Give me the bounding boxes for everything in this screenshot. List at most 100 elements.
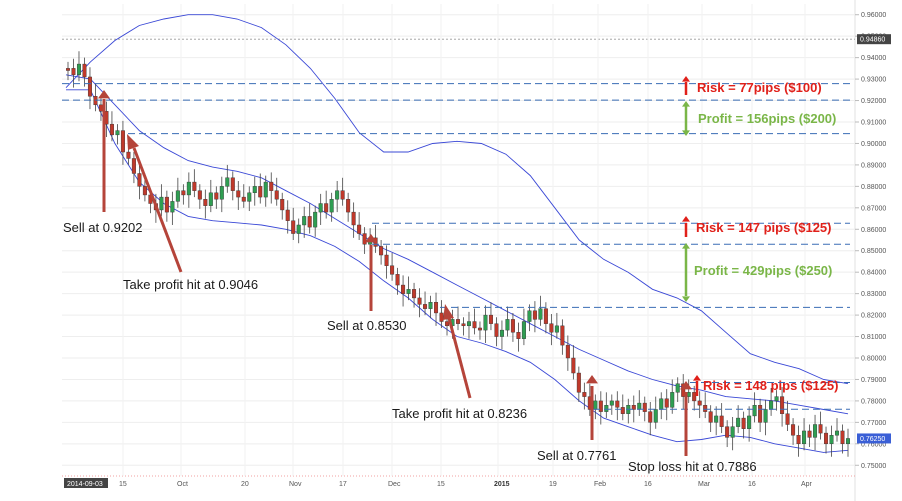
candle-body (510, 319, 515, 333)
grid-lines (62, 0, 856, 501)
x-tick-label: Mar (698, 481, 711, 488)
sell-arrow-3-head (586, 375, 598, 384)
y-tick-label: 0.96000 (861, 12, 886, 19)
candle-body (483, 314, 488, 331)
price-tag-label: 0.76250 (860, 436, 885, 443)
y-tick-label: 0.85000 (861, 248, 886, 255)
candle-body (241, 196, 246, 202)
candle-body (296, 224, 301, 234)
candle-body (807, 430, 812, 438)
candle-body (318, 203, 323, 213)
candle-body (708, 411, 713, 423)
candle-body (560, 325, 565, 346)
y-tick-label: 0.83000 (861, 291, 886, 298)
x-tick-label: Feb (594, 481, 606, 488)
candle-body (692, 392, 697, 402)
profit-arrow-2-head-bottom (682, 296, 690, 302)
candle-body (796, 435, 801, 445)
candle-body (445, 321, 450, 327)
candle-body (87, 76, 92, 97)
x-tick-label: 20 (241, 481, 249, 488)
candle-body (98, 104, 103, 112)
candle-body (653, 409, 658, 423)
candle-body (390, 265, 395, 275)
candle-body (214, 192, 219, 200)
candle-body (521, 321, 526, 339)
candle-body (637, 402, 642, 410)
candle-body (598, 400, 603, 412)
y-tick-label: 0.93000 (861, 77, 886, 84)
candle-body (681, 383, 686, 397)
candle-body (82, 63, 87, 78)
candle-body (379, 246, 384, 256)
candle-body (791, 424, 796, 436)
candle-body (65, 68, 70, 71)
profit-arrow-1-head-bottom (682, 130, 690, 136)
y-tick-label: 0.89000 (861, 162, 886, 169)
x-tick-label: 2014-09-03 (67, 481, 103, 488)
candle-body (703, 405, 708, 412)
candle-body (664, 398, 669, 408)
profit-label-1: Profit = 156pips ($200) (698, 111, 836, 126)
stop-loss-label-3: Stop loss hit at 0.7886 (628, 459, 757, 474)
candle-body (615, 400, 620, 408)
candle-body (159, 196, 164, 211)
candle-body (774, 396, 779, 402)
candle-body (401, 284, 406, 294)
risk-label-2: Risk = 147 pips ($125) (696, 220, 832, 235)
candle-body (670, 392, 675, 408)
sell-label-1: Sell at 0.9202 (63, 220, 143, 235)
candle-body (164, 196, 169, 213)
risk-arrow-2-head (682, 216, 690, 222)
y-tick-label: 0.87000 (861, 205, 886, 212)
sell-label-2: Sell at 0.8530 (327, 318, 407, 333)
candle-body (208, 192, 213, 206)
annotation-arrows (98, 76, 701, 456)
x-tick-label: 2015 (494, 481, 510, 488)
candle-body (434, 302, 439, 314)
candle-body (620, 407, 625, 414)
tp-arrow-2-head (443, 304, 454, 320)
y-tick-label: 0.78000 (861, 398, 886, 405)
candle-body (571, 357, 576, 374)
candle-body (131, 158, 136, 174)
candle-body (76, 63, 81, 75)
candle-body (725, 426, 730, 438)
y-tick-label: 0.75000 (861, 463, 886, 470)
candle-body (780, 396, 785, 414)
y-tick-label: 0.94000 (861, 55, 886, 62)
candle-body (565, 344, 570, 359)
candle-body (516, 332, 521, 339)
candle-body (785, 413, 790, 425)
x-tick-label: 15 (119, 481, 127, 488)
y-tick-label: 0.92000 (861, 98, 886, 105)
sell-label-3: Sell at 0.7761 (537, 448, 617, 463)
candle-body (423, 304, 428, 309)
candle-body (362, 233, 367, 245)
candle-body (115, 130, 120, 136)
candle-body (527, 310, 532, 322)
candle-body (302, 216, 307, 226)
candle-body (236, 190, 241, 198)
candle-body (499, 329, 504, 337)
candle-body (351, 211, 356, 226)
candle-body (582, 392, 587, 397)
candle-body (219, 186, 224, 200)
candle-body (477, 327, 482, 331)
candle-body (324, 203, 329, 213)
candle-body (252, 186, 257, 193)
candle-body (192, 181, 197, 191)
candle-body (675, 383, 680, 393)
candle-body (494, 323, 499, 337)
candle-body (263, 181, 268, 198)
tp-arrow-1 (132, 147, 183, 273)
candle-body (258, 186, 263, 198)
candle-body (576, 372, 581, 393)
candle-body (648, 411, 653, 423)
profit-arrow-2-head-top (682, 243, 690, 249)
candle-body (357, 224, 362, 234)
candle-body (384, 254, 389, 266)
profit-label-2: Profit = 429pips ($250) (694, 263, 832, 278)
candle-body (472, 321, 477, 329)
candle-body (631, 405, 636, 410)
